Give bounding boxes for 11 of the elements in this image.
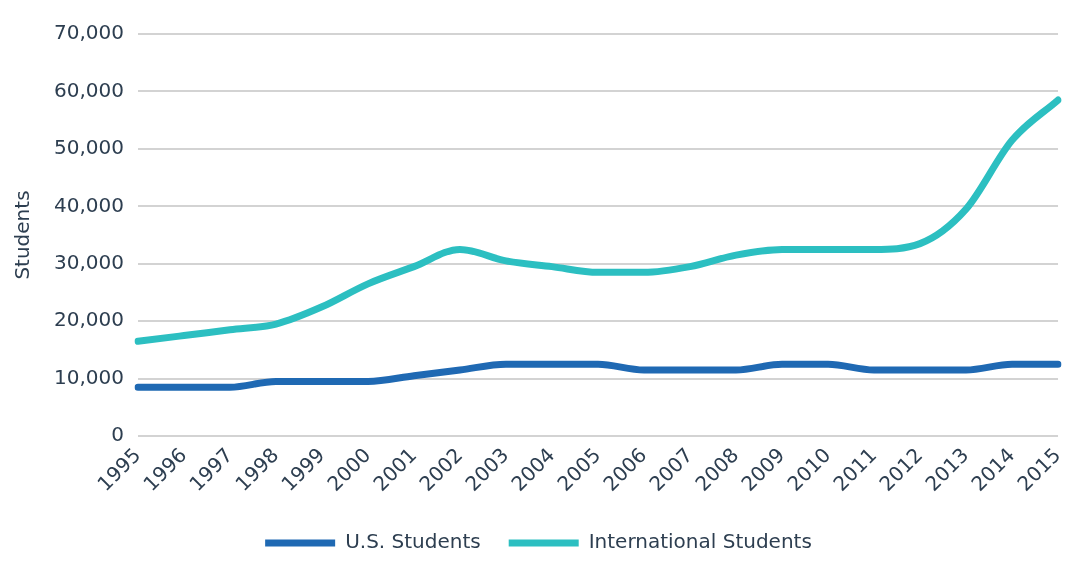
- y-tick-label: 0: [111, 422, 124, 447]
- y-tick-label: 10,000: [54, 364, 124, 389]
- y-axis-title: Students: [10, 190, 35, 280]
- legend-label: U.S. Students: [345, 529, 481, 554]
- y-tick-label: 60,000: [54, 77, 124, 102]
- y-tick-label: 40,000: [54, 192, 124, 217]
- y-tick-label: 50,000: [54, 135, 124, 160]
- y-tick-label: 30,000: [54, 249, 124, 274]
- y-tick-label: 70,000: [54, 20, 124, 45]
- legend-label: International Students: [588, 529, 812, 554]
- y-tick-label: 20,000: [54, 307, 124, 332]
